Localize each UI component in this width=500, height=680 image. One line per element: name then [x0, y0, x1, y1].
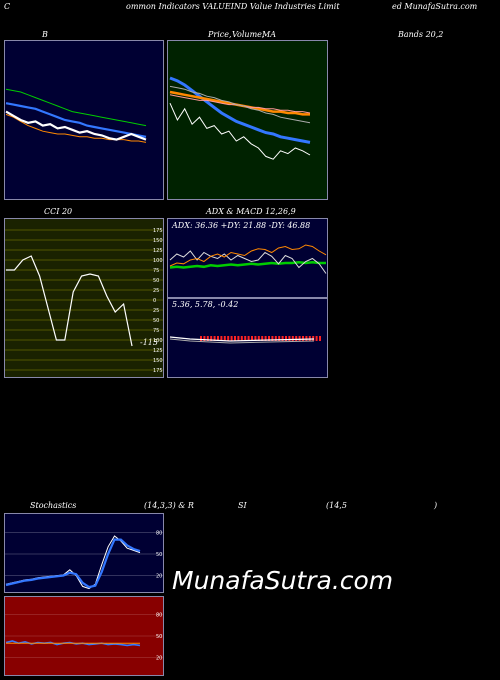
adx-readout: ADX: 36.36 +DY: 21.88 -DY: 46.88 — [172, 221, 311, 230]
adx-minus-dy-line — [169, 244, 327, 267]
title-bands: Bands 20,2 — [398, 30, 444, 39]
macd-signal-line — [169, 338, 315, 344]
rsi-tick-label: 80 — [156, 612, 162, 618]
title-stoch: Stochastics — [30, 501, 77, 510]
title-adx-macd: ADX & MACD 12,26,9 — [206, 207, 296, 216]
panel-adx — [167, 218, 328, 298]
macd-histogram-bar — [281, 336, 284, 341]
cci-tick-label: 25 — [153, 288, 159, 294]
panel-macd — [167, 298, 328, 378]
stoch-tick-label: 80 — [156, 530, 162, 536]
macd-histogram-bar — [200, 336, 202, 341]
macd-histogram-bar — [220, 336, 223, 341]
macd-histogram-bar — [295, 336, 298, 341]
macd-histogram-bar — [223, 336, 226, 341]
price-price-line — [169, 102, 311, 160]
macd-histogram-bar — [206, 336, 209, 341]
cci-tick-label: 150 — [153, 238, 163, 244]
panel-price-ma — [167, 40, 328, 200]
panel-cci — [4, 218, 164, 378]
cci-tick-label: 125 — [153, 248, 163, 254]
cci-tick-label: 175 — [153, 228, 163, 234]
cci-tick-label: 25 — [153, 308, 159, 314]
macd-histogram-bar — [227, 336, 230, 341]
macd-histogram-bar — [302, 336, 304, 341]
title-ma: MA — [262, 30, 276, 39]
title-cci: CCI 20 — [44, 207, 73, 216]
macd-histogram-bar — [298, 336, 301, 341]
macd-histogram-bar — [237, 336, 240, 341]
macd-histogram-bar — [254, 336, 257, 341]
price-ma-grey-line — [169, 85, 311, 124]
rsi-tick-label: 50 — [156, 634, 162, 640]
stoch-tick-label: 20 — [156, 574, 162, 580]
rsi-tick-label: 20 — [156, 656, 162, 662]
macd-histogram-bar — [305, 336, 308, 341]
cci-tick-label: 0 — [153, 298, 156, 304]
macd-histogram-bar — [268, 336, 270, 341]
price-ma-orange-line — [169, 90, 310, 116]
macd-histogram-bar — [244, 336, 247, 341]
title-bollinger: B — [42, 30, 48, 39]
header-left: C — [4, 2, 11, 11]
macd-histogram-bar — [251, 336, 253, 341]
macd-histogram-bar — [315, 336, 318, 341]
price-ma-blue-line — [169, 76, 311, 144]
macd-histogram-bar — [213, 336, 216, 341]
watermark: MunafaSutra.com — [172, 566, 394, 595]
title-volume: Volume, — [232, 30, 265, 39]
title-price: Price, — [208, 30, 232, 39]
macd-histogram-bar — [285, 336, 287, 341]
cci-tick-label: 50 — [153, 318, 159, 324]
title-rsi-close: ) — [434, 501, 438, 510]
macd-histogram-bar — [274, 336, 277, 341]
cci-tick-label: 100 — [153, 338, 163, 344]
macd-histogram-bar — [240, 336, 243, 341]
cci-tick-label: 75 — [153, 268, 159, 274]
macd-histogram-bar — [210, 336, 213, 341]
macd-histogram-bar — [257, 336, 260, 341]
adx-adx-line — [169, 261, 326, 269]
bollinger-upper-band-line — [5, 88, 147, 127]
cci-tick-label: 175 — [153, 368, 163, 374]
macd-histogram-bar — [291, 336, 294, 341]
stoch-d-line — [5, 538, 141, 589]
bollinger-lower-band-line — [5, 113, 147, 143]
price-ma-salmon-line — [169, 94, 311, 114]
macd-histogram-bar — [230, 336, 233, 341]
bollinger-price-line — [5, 110, 147, 141]
header-site: ed MunafaSutra.com — [392, 2, 478, 11]
macd-histogram-bar — [217, 336, 219, 341]
macd-histogram-bar — [278, 336, 281, 341]
macd-histogram-bar — [234, 336, 236, 341]
cci-tick-label: 125 — [153, 348, 163, 354]
title-stoch-params: (14,3,3) & R — [144, 501, 194, 510]
title-rsi-params: (14,5 — [326, 501, 347, 510]
cci-value-label: -115 — [140, 338, 158, 347]
macd-histogram-bar — [319, 336, 321, 341]
macd-histogram-bar — [203, 336, 206, 341]
cci-tick-label: 100 — [153, 258, 163, 264]
title-rsi: SI — [238, 501, 247, 510]
macd-histogram-bar — [247, 336, 250, 341]
macd-line — [169, 336, 315, 342]
header-title: ommon Indicators VALUEIND Value Industri… — [126, 2, 340, 11]
stoch-tick-label: 50 — [156, 552, 162, 558]
cci-tick-label: 150 — [153, 358, 163, 364]
macd-histogram-bar — [271, 336, 274, 341]
panel-bollinger — [4, 40, 164, 200]
cci-line — [6, 255, 133, 347]
bollinger-middle-band-line — [5, 102, 147, 138]
cci-tick-label: 50 — [153, 278, 159, 284]
macd-histogram-bar — [288, 336, 291, 341]
macd-histogram-bar — [264, 336, 267, 341]
cci-tick-label: 75 — [153, 328, 159, 334]
macd-readout: 5.36, 5.78, -0.42 — [172, 300, 239, 309]
macd-histogram-bar — [261, 336, 264, 341]
